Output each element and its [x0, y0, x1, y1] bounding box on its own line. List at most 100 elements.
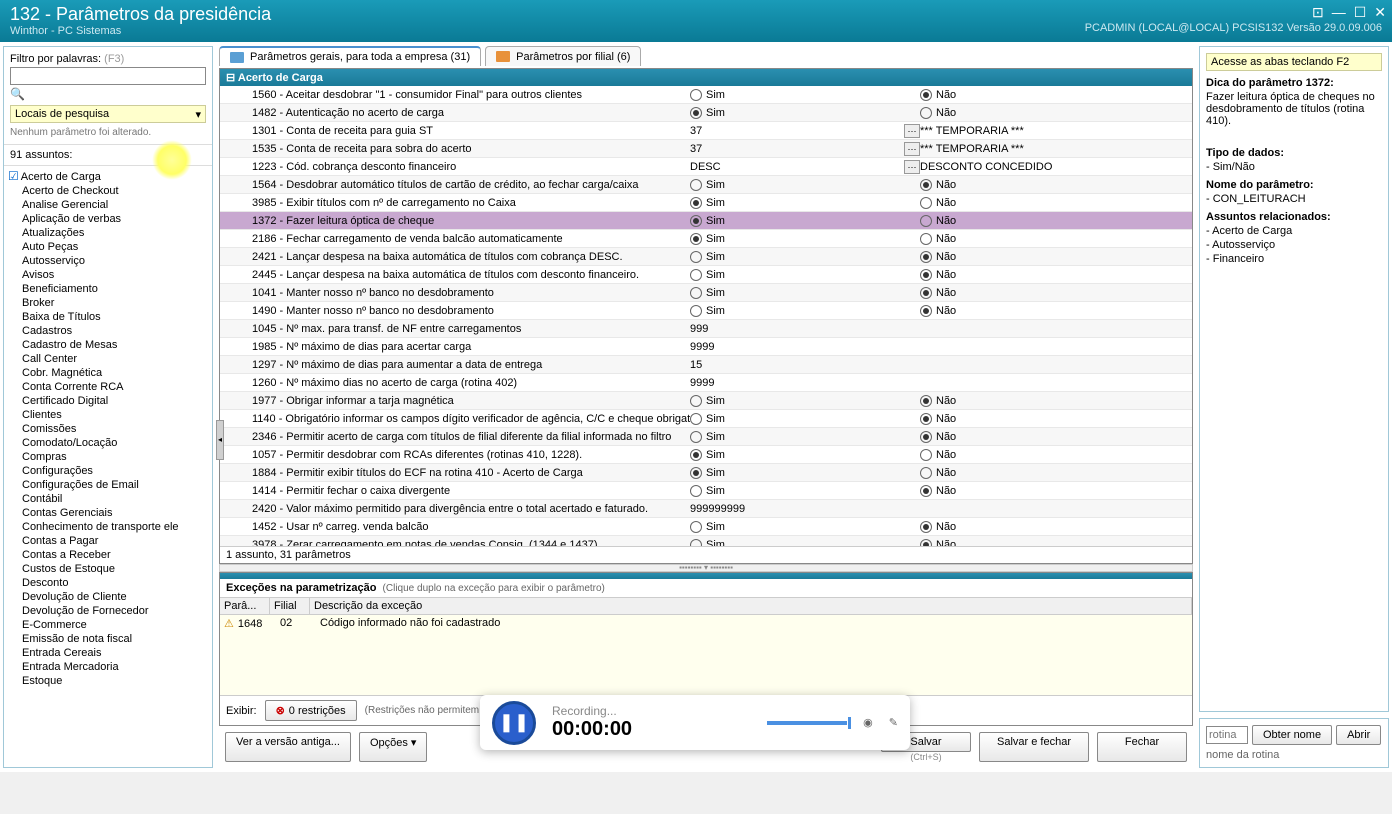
- radio-nao[interactable]: [920, 179, 932, 191]
- subject-item[interactable]: Desconto: [4, 576, 212, 590]
- param-value-1[interactable]: Sim: [690, 305, 920, 317]
- param-row[interactable]: 1564 - Desdobrar automático títulos de c…: [220, 176, 1192, 194]
- subject-item[interactable]: Conhecimento de transporte ele: [4, 520, 212, 534]
- param-value-2[interactable]: Não: [920, 305, 1192, 317]
- volume-slider[interactable]: [767, 721, 847, 725]
- param-row[interactable]: 1372 - Fazer leitura óptica de chequeSim…: [220, 212, 1192, 230]
- radio-sim[interactable]: [690, 269, 702, 281]
- subject-item[interactable]: Auto Peças: [4, 240, 212, 254]
- param-value-2[interactable]: Não: [920, 251, 1192, 263]
- subject-item[interactable]: E-Commerce: [4, 618, 212, 632]
- radio-nao[interactable]: [920, 485, 932, 497]
- param-row[interactable]: 1140 - Obrigatório informar os campos dí…: [220, 410, 1192, 428]
- param-value-2[interactable]: Não: [920, 233, 1192, 245]
- param-value-1[interactable]: Sim: [690, 413, 920, 425]
- radio-sim[interactable]: [690, 233, 702, 245]
- radio-sim[interactable]: [690, 521, 702, 533]
- subject-item[interactable]: Contábil: [4, 492, 212, 506]
- pause-button[interactable]: ❚❚: [492, 701, 536, 745]
- col-desc[interactable]: Descrição da exceção: [310, 598, 1192, 614]
- restrictions-button[interactable]: ⊗ 0 restrições: [265, 700, 357, 721]
- radio-nao[interactable]: [920, 269, 932, 281]
- radio-nao[interactable]: [920, 305, 932, 317]
- param-value-1[interactable]: Sim: [690, 269, 920, 281]
- search-icon[interactable]: 🔍: [10, 87, 25, 101]
- subject-item[interactable]: Emissão de nota fiscal: [4, 632, 212, 646]
- param-value-1[interactable]: 9999: [690, 341, 920, 353]
- param-row[interactable]: 3985 - Exibir títulos com nº de carregam…: [220, 194, 1192, 212]
- param-value-2[interactable]: Não: [920, 215, 1192, 227]
- radio-sim[interactable]: [690, 485, 702, 497]
- collapse-handle[interactable]: ◂: [216, 420, 224, 460]
- param-value-2[interactable]: Não: [920, 287, 1192, 299]
- options-button[interactable]: Opções ▾: [359, 732, 428, 762]
- filter-input[interactable]: [10, 67, 206, 85]
- param-row[interactable]: 1535 - Conta de receita para sobra do ac…: [220, 140, 1192, 158]
- param-value-2[interactable]: Não: [920, 539, 1192, 547]
- subject-item[interactable]: Avisos: [4, 268, 212, 282]
- param-row[interactable]: 1452 - Usar nº carreg. venda balcãoSimNã…: [220, 518, 1192, 536]
- subject-item[interactable]: Beneficiamento: [4, 282, 212, 296]
- param-value-2[interactable]: DESCONTO CONCEDIDO: [920, 161, 1192, 173]
- param-value-1[interactable]: Sim: [690, 197, 920, 209]
- radio-nao[interactable]: [920, 89, 932, 101]
- radio-sim[interactable]: [690, 431, 702, 443]
- close-button[interactable]: Fechar: [1097, 732, 1187, 762]
- record-icon[interactable]: ◉: [863, 716, 873, 729]
- radio-nao[interactable]: [920, 287, 932, 299]
- radio-nao[interactable]: [920, 395, 932, 407]
- param-value-1[interactable]: Sim: [690, 467, 920, 479]
- param-value-1[interactable]: Sim: [690, 431, 920, 443]
- save-close-button[interactable]: Salvar e fechar: [979, 732, 1089, 762]
- search-locations-dropdown[interactable]: Locais de pesquisa▾: [10, 105, 206, 123]
- param-row[interactable]: 1297 - Nº máximo de dias para aumentar a…: [220, 356, 1192, 374]
- param-row[interactable]: 1301 - Conta de receita para guia ST37⋯*…: [220, 122, 1192, 140]
- param-value-1[interactable]: Sim: [690, 485, 920, 497]
- param-value-2[interactable]: Não: [920, 269, 1192, 281]
- param-value-1[interactable]: 9999: [690, 377, 920, 389]
- param-value-2[interactable]: Não: [920, 485, 1192, 497]
- subject-item[interactable]: Comodato/Locação: [4, 436, 212, 450]
- param-row[interactable]: 1985 - Nº máximo de dias para acertar ca…: [220, 338, 1192, 356]
- subjects-list[interactable]: Acerto de CargaAcerto de CheckoutAnalise…: [4, 166, 212, 767]
- subject-item[interactable]: Cadastro de Mesas: [4, 338, 212, 352]
- recorder-overlay[interactable]: ❚❚ Recording... 00:00:00 ◉ ✎: [480, 695, 910, 750]
- param-value-1[interactable]: 999999999: [690, 503, 920, 515]
- subject-item[interactable]: Custos de Estoque: [4, 562, 212, 576]
- param-value-2[interactable]: Não: [920, 395, 1192, 407]
- radio-sim[interactable]: [690, 413, 702, 425]
- param-value-1[interactable]: Sim: [690, 251, 920, 263]
- param-value-1[interactable]: DESC⋯: [690, 160, 920, 174]
- subject-item[interactable]: Contas a Receber: [4, 548, 212, 562]
- subject-item[interactable]: Clientes: [4, 408, 212, 422]
- param-row[interactable]: 1045 - Nº max. para transf. de NF entre …: [220, 320, 1192, 338]
- param-value-2[interactable]: Não: [920, 413, 1192, 425]
- radio-nao[interactable]: [920, 413, 932, 425]
- radio-nao[interactable]: [920, 251, 932, 263]
- param-value-1[interactable]: Sim: [690, 539, 920, 547]
- param-value-1[interactable]: Sim: [690, 215, 920, 227]
- radio-sim[interactable]: [690, 251, 702, 263]
- param-value-1[interactable]: Sim: [690, 233, 920, 245]
- param-value-1[interactable]: 37⋯: [690, 124, 920, 138]
- subject-item[interactable]: Aplicação de verbas: [4, 212, 212, 226]
- subject-item[interactable]: Devolução de Cliente: [4, 590, 212, 604]
- maximize-icon[interactable]: ☐: [1354, 4, 1367, 21]
- subject-item[interactable]: Conta Corrente RCA: [4, 380, 212, 394]
- radio-sim[interactable]: [690, 89, 702, 101]
- param-value-1[interactable]: Sim: [690, 449, 920, 461]
- param-row[interactable]: 1977 - Obrigar informar a tarja magnétic…: [220, 392, 1192, 410]
- help-icon[interactable]: ⊡: [1312, 4, 1324, 21]
- subject-item[interactable]: Call Center: [4, 352, 212, 366]
- subject-item[interactable]: Analise Gerencial: [4, 198, 212, 212]
- lookup-button[interactable]: ⋯: [904, 142, 920, 156]
- radio-sim[interactable]: [690, 215, 702, 227]
- param-value-1[interactable]: Sim: [690, 395, 920, 407]
- radio-sim[interactable]: [690, 539, 702, 547]
- radio-nao[interactable]: [920, 107, 932, 119]
- radio-sim[interactable]: [690, 305, 702, 317]
- rotina-input[interactable]: [1206, 726, 1248, 744]
- radio-nao[interactable]: [920, 197, 932, 209]
- param-value-1[interactable]: Sim: [690, 521, 920, 533]
- radio-sim[interactable]: [690, 197, 702, 209]
